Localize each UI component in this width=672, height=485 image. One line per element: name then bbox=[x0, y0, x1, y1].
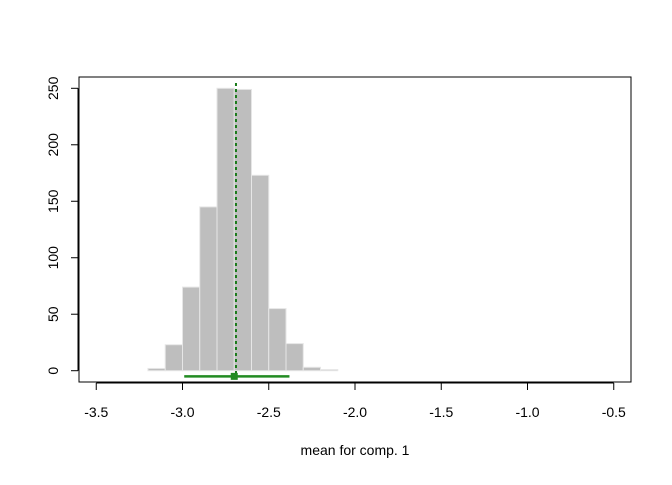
x-tick-label-3: -2.0 bbox=[343, 404, 367, 420]
histogram-bar-9 bbox=[302, 366, 321, 372]
x-tick-label-2: -2.5 bbox=[257, 404, 281, 420]
histogram-bar-0 bbox=[147, 367, 166, 372]
x-tick-label-4: -1.5 bbox=[429, 404, 453, 420]
histogram-bar-6 bbox=[251, 174, 270, 372]
y-tick-label-2: 100 bbox=[45, 246, 61, 270]
histogram-bar-4 bbox=[216, 87, 235, 372]
x-tick-label-6: -0.5 bbox=[602, 404, 626, 420]
x-tick-label-0: -3.5 bbox=[84, 404, 108, 420]
y-tick-label-4: 200 bbox=[45, 133, 61, 157]
histogram-bar-8 bbox=[285, 343, 304, 372]
x-tick-label-5: -1.0 bbox=[515, 404, 539, 420]
y-axis: 0 50 100 150 200 250 bbox=[45, 76, 79, 375]
y-tick-label-1: 50 bbox=[45, 306, 61, 322]
histogram-bar-10 bbox=[320, 369, 339, 372]
y-tick-label-3: 150 bbox=[45, 189, 61, 213]
y-tick-label-0: 0 bbox=[45, 367, 61, 375]
histogram-bar-1 bbox=[164, 344, 183, 372]
x-axis-label: mean for comp. 1 bbox=[301, 442, 410, 458]
interval-point bbox=[230, 372, 238, 380]
histogram-bar-2 bbox=[182, 286, 201, 372]
x-axis: -3.5 -3.0 -2.5 -2.0 -1.5 -1.0 -0.5 bbox=[84, 382, 626, 420]
y-tick-label-5: 250 bbox=[45, 76, 61, 100]
x-tick-label-1: -3.0 bbox=[170, 404, 194, 420]
histogram-bar-3 bbox=[199, 206, 218, 372]
histogram-bar-7 bbox=[268, 308, 287, 372]
bars-layer bbox=[147, 87, 339, 372]
plot-box bbox=[78, 76, 632, 383]
overlay-layer bbox=[184, 83, 290, 380]
